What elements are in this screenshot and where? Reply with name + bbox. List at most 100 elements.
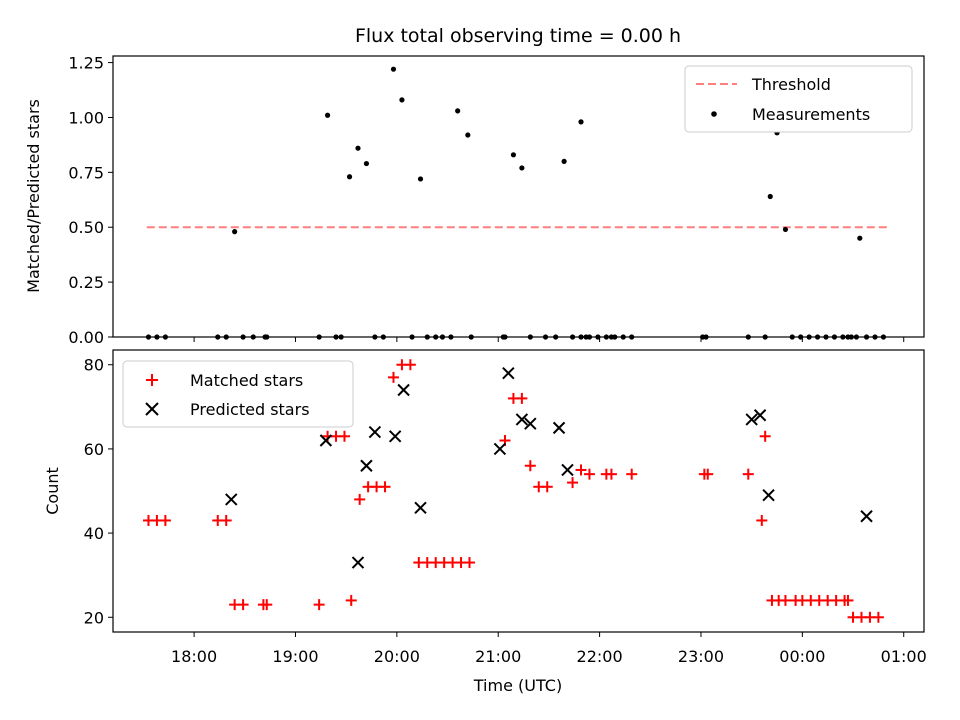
chart-title: Flux total observing time = 0.00 h [355,25,681,47]
matched-star-marker [842,594,854,606]
measurement-point [502,334,508,340]
predicted-star-marker [561,463,574,477]
measurement-point [603,334,609,340]
measurement-point [831,334,838,340]
predicted-star-marker [762,489,775,502]
legend-matched-swatch [146,374,158,386]
measurement-point [145,334,152,340]
bottom-y-tick-label: 20 [84,608,104,627]
matched-star-marker [626,468,638,480]
matched-star-marker [464,557,476,569]
predicted-star-marker [414,501,427,515]
measurement-point [880,334,887,340]
bottom-y-tick-label: 60 [84,440,104,459]
top-y-tick-label: 0.75 [68,163,104,182]
top-y-tick-label: 0.50 [68,218,104,237]
top-y-tick-label: 0.00 [68,328,104,347]
top-plot-area [112,55,925,338]
measurement-point [872,334,878,340]
bottom-legend: Matched stars Predicted stars [122,360,354,428]
matched-star-marker [516,392,528,404]
bottom-marks [142,359,884,623]
x-tick-label: 18:00 [171,647,217,666]
matched-star-marker [379,481,391,493]
matched-star-marker [159,514,171,526]
x-tick-label: 20:00 [374,647,420,666]
bottom-y-axis-label: Count [43,467,62,515]
measurement-point [578,334,584,340]
top-legend-box [684,65,913,133]
measurement-point [561,158,567,164]
matched-star-marker [541,481,553,493]
x-tick-label: 19:00 [272,647,318,666]
bottom-y-axis: 20 40 60 80 [84,356,113,627]
bottom-y-tick-label: 40 [84,524,104,543]
measurement-point [519,165,525,171]
matched-star-marker [338,430,350,442]
measurement-point [569,334,576,340]
measurement-point [399,97,405,103]
measurement-point [424,334,430,340]
measurement-point [586,334,593,340]
top-x-axis [193,337,905,342]
measurement-point [553,334,559,340]
bottom-x-axis: 18:00 19:00 20:00 21:00 22:00 23:00 00:00 01:00 [171,632,927,666]
predicted-star-marker [319,434,333,447]
predicted-star-marker [515,413,529,426]
matched-star-marker [759,430,771,442]
bottom-y-tick-label: 80 [84,356,104,375]
measurement-point [629,334,635,340]
measurement-point [620,334,626,340]
x-tick-label: 00:00 [779,647,825,666]
measurement-point [745,334,751,340]
predicted-star-marker [388,430,402,443]
legend-measurements-swatch [711,111,717,117]
matched-star-marker [872,611,884,623]
measurement-point [840,334,846,340]
measurement-point [223,334,229,340]
measurement-point [232,229,238,235]
measurement-point [542,334,549,340]
measurement-point [154,334,160,340]
x-tick-label: 01:00 [881,647,927,666]
measurement-point [316,334,322,340]
top-panel: 0.00 0.25 0.50 0.75 1.00 1.25 Matched/Predict… [24,54,925,347]
bottom-plot-area [112,349,925,633]
measurement-point [433,334,439,340]
measurement-point [250,334,256,340]
measurement-point [215,334,221,340]
measurement-point [848,334,854,340]
measurement-point [338,334,344,340]
top-y-tick-label: 1.00 [68,108,104,127]
measurement-point [767,193,773,200]
predicted-star-marker [552,421,566,435]
legend-threshold-label: Threshold [751,75,831,94]
measurement-point [789,334,795,340]
matched-star-marker [742,468,754,480]
top-y-tick-label: 0.25 [68,273,104,292]
predicted-star-marker [368,425,382,439]
predicted-star-marker [860,510,873,523]
x-tick-label: 21:00 [475,647,521,666]
measurement-point [417,176,424,182]
measurement-point [380,334,386,340]
predicted-star-marker [360,459,373,472]
measurement-point [863,334,870,340]
measurement-point [703,334,709,340]
measurement-point [465,132,471,138]
measurement-point [346,174,353,180]
matched-star-marker [583,468,595,480]
measurement-point [814,334,821,340]
legend-matched-label: Matched stars [190,371,303,390]
measurement-point [762,334,768,340]
measurement-point [578,119,584,125]
measurement-point [823,334,829,340]
matched-star-marker [702,468,714,480]
matched-star-marker [313,599,325,611]
x-tick-label: 23:00 [678,647,724,666]
measurement-point [372,334,378,340]
top-y-tick-label: 1.25 [68,54,104,73]
measurement-point [612,334,618,340]
predicted-star-marker [493,442,507,456]
predicted-star-marker [351,556,365,569]
